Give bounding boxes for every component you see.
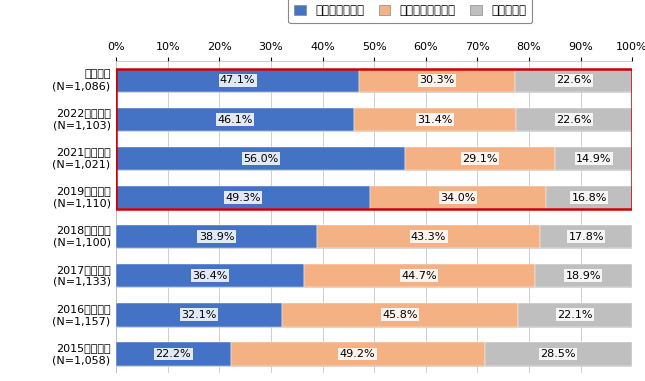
Text: 32.1%: 32.1% — [181, 310, 217, 320]
Bar — [541, 225, 632, 248]
Bar — [518, 303, 632, 327]
Bar — [116, 108, 354, 131]
Text: 46.1%: 46.1% — [217, 115, 253, 125]
Bar — [116, 342, 231, 366]
Text: 31.4%: 31.4% — [417, 115, 453, 125]
Bar — [282, 303, 518, 327]
Text: 34.0%: 34.0% — [441, 193, 476, 203]
Text: 22.1%: 22.1% — [557, 310, 593, 320]
Text: 16.8%: 16.8% — [571, 193, 607, 203]
Bar — [231, 342, 484, 366]
Text: 36.4%: 36.4% — [192, 271, 228, 281]
Text: 17.8%: 17.8% — [568, 232, 604, 242]
Text: 22.2%: 22.2% — [155, 349, 191, 359]
Bar — [116, 186, 370, 210]
Bar — [304, 264, 535, 288]
Bar — [516, 108, 633, 131]
Bar — [405, 147, 555, 170]
Bar — [354, 108, 516, 131]
Bar — [116, 147, 405, 170]
Bar — [546, 186, 633, 210]
Text: 22.6%: 22.6% — [556, 75, 591, 85]
Text: 14.9%: 14.9% — [576, 154, 611, 163]
Bar — [116, 264, 304, 288]
Bar — [535, 264, 632, 288]
Text: 49.3%: 49.3% — [226, 193, 261, 203]
Bar — [484, 342, 631, 366]
Bar — [317, 225, 541, 248]
Bar — [116, 303, 282, 327]
Bar — [359, 69, 515, 92]
Text: 30.3%: 30.3% — [420, 75, 455, 85]
Text: 49.2%: 49.2% — [340, 349, 375, 359]
Text: 28.5%: 28.5% — [541, 349, 576, 359]
Text: 56.0%: 56.0% — [243, 154, 278, 163]
Text: 47.1%: 47.1% — [220, 75, 255, 85]
Bar — [515, 69, 632, 92]
Text: 43.3%: 43.3% — [411, 232, 446, 242]
Legend: 取り組んでいる, 取り組んでいない, わからない: 取り組んでいる, 取り組んでいない, わからない — [288, 0, 532, 23]
Text: 18.9%: 18.9% — [566, 271, 601, 281]
Text: 38.9%: 38.9% — [199, 232, 234, 242]
Bar — [116, 225, 317, 248]
Bar — [555, 147, 632, 170]
Text: 22.6%: 22.6% — [557, 115, 592, 125]
Text: 45.8%: 45.8% — [382, 310, 418, 320]
Bar — [116, 69, 359, 92]
Bar — [370, 186, 546, 210]
Text: 44.7%: 44.7% — [401, 271, 437, 281]
Text: 29.1%: 29.1% — [462, 154, 498, 163]
